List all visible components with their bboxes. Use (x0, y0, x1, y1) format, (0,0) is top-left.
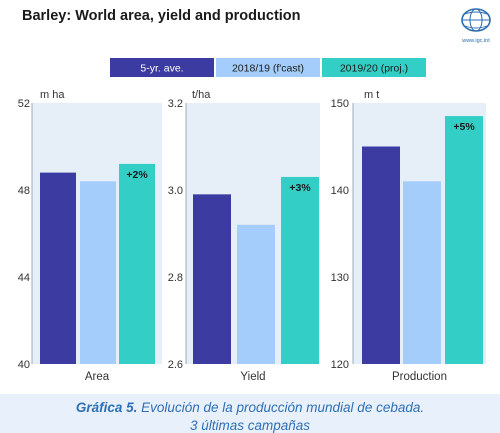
x-axis-label: Production (392, 371, 447, 383)
y-tick-label: 3.0 (168, 185, 183, 197)
y-unit-label: m t (364, 89, 379, 101)
figure-caption-line-2: 3 últimas campañas (189, 418, 311, 433)
y-tick-label: 3.2 (168, 98, 183, 110)
bar (237, 224, 275, 364)
bar (403, 181, 441, 364)
x-axis-label: Area (85, 371, 110, 383)
caption-band (0, 394, 500, 433)
chart-title: Barley: World area, yield and production (22, 8, 301, 24)
chart-legend: 5-yr. ave. 2018/19 (f'cast) 2019/20 (proj.… (110, 58, 426, 77)
legend-swatch (216, 58, 320, 77)
figure-caption: Gráfica 5. Evolución de la producción mu… (0, 400, 500, 415)
legend-label: 5-yr. ave. (140, 63, 183, 75)
data-annotation: +5% (453, 121, 475, 133)
bar (281, 176, 319, 364)
chart-panels: 40 44 48 52 m ha +2% Area 2.6 2.8 3.0 3.2 t/ha +3% Yi… (18, 89, 486, 383)
bar (119, 163, 155, 364)
legend-swatch (110, 58, 214, 77)
bar (40, 172, 76, 364)
x-axis-label: Yield (240, 371, 265, 383)
bar (362, 146, 400, 364)
y-unit-label: m ha (40, 89, 65, 101)
igc-logo: www.igc.int (461, 8, 491, 44)
y-tick-label: 150 (331, 98, 349, 110)
y-tick-label: 52 (18, 98, 30, 110)
bar (445, 116, 483, 364)
y-unit-label: t/ha (192, 89, 211, 101)
y-tick-label: 48 (18, 185, 30, 197)
y-tick-label: 2.6 (168, 359, 183, 371)
logo-url-text: www.igc.int (461, 38, 490, 44)
y-tick-label: 120 (331, 359, 349, 371)
legend-swatch (322, 58, 426, 77)
bar (193, 194, 231, 364)
y-tick-label: 44 (18, 272, 30, 284)
y-tick-label: 140 (331, 185, 349, 197)
legend-label: 2019/20 (proj.) (340, 63, 408, 75)
data-annotation: +3% (289, 182, 311, 194)
y-tick-label: 2.8 (168, 272, 183, 284)
globe-icon (461, 8, 491, 32)
bar (80, 181, 116, 364)
data-annotation: +2% (126, 169, 148, 181)
legend-label: 2018/19 (f'cast) (232, 63, 304, 75)
caption-text: Evolución de la producción mundial de ce… (137, 400, 425, 415)
y-tick-label: 130 (331, 272, 349, 284)
caption-lead: Gráfica 5. (75, 400, 138, 415)
y-tick-label: 40 (18, 359, 30, 371)
